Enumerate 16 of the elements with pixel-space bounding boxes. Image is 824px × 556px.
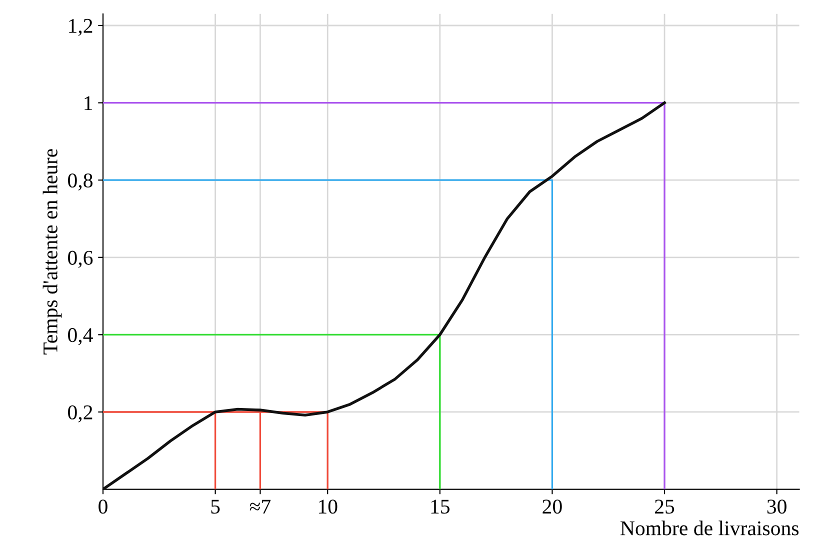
x-tick-label: 5 bbox=[211, 500, 220, 514]
x-axis-title: Nombre de livraisons bbox=[620, 520, 799, 536]
y-axis-title: Temps d'attente en heure bbox=[42, 149, 62, 354]
y-tick-label: 0,6 bbox=[68, 250, 93, 268]
y-tick-label: 1 bbox=[84, 96, 92, 110]
x-tick-label: 20 bbox=[542, 500, 562, 514]
x-tick-label: 25 bbox=[655, 500, 674, 514]
x-tick-label: ≈7 bbox=[250, 500, 271, 514]
y-tick-label: 0,4 bbox=[68, 328, 93, 346]
x-tick-label: 30 bbox=[767, 500, 786, 514]
y-tick-label: 0,2 bbox=[68, 405, 92, 422]
y-tick-label: 1,2 bbox=[69, 18, 92, 36]
x-tick-label: 15 bbox=[431, 500, 450, 514]
x-tick-label: 10 bbox=[319, 500, 338, 514]
y-tick-label: 0,8 bbox=[68, 173, 92, 191]
x-tick-label: 0 bbox=[98, 500, 108, 514]
